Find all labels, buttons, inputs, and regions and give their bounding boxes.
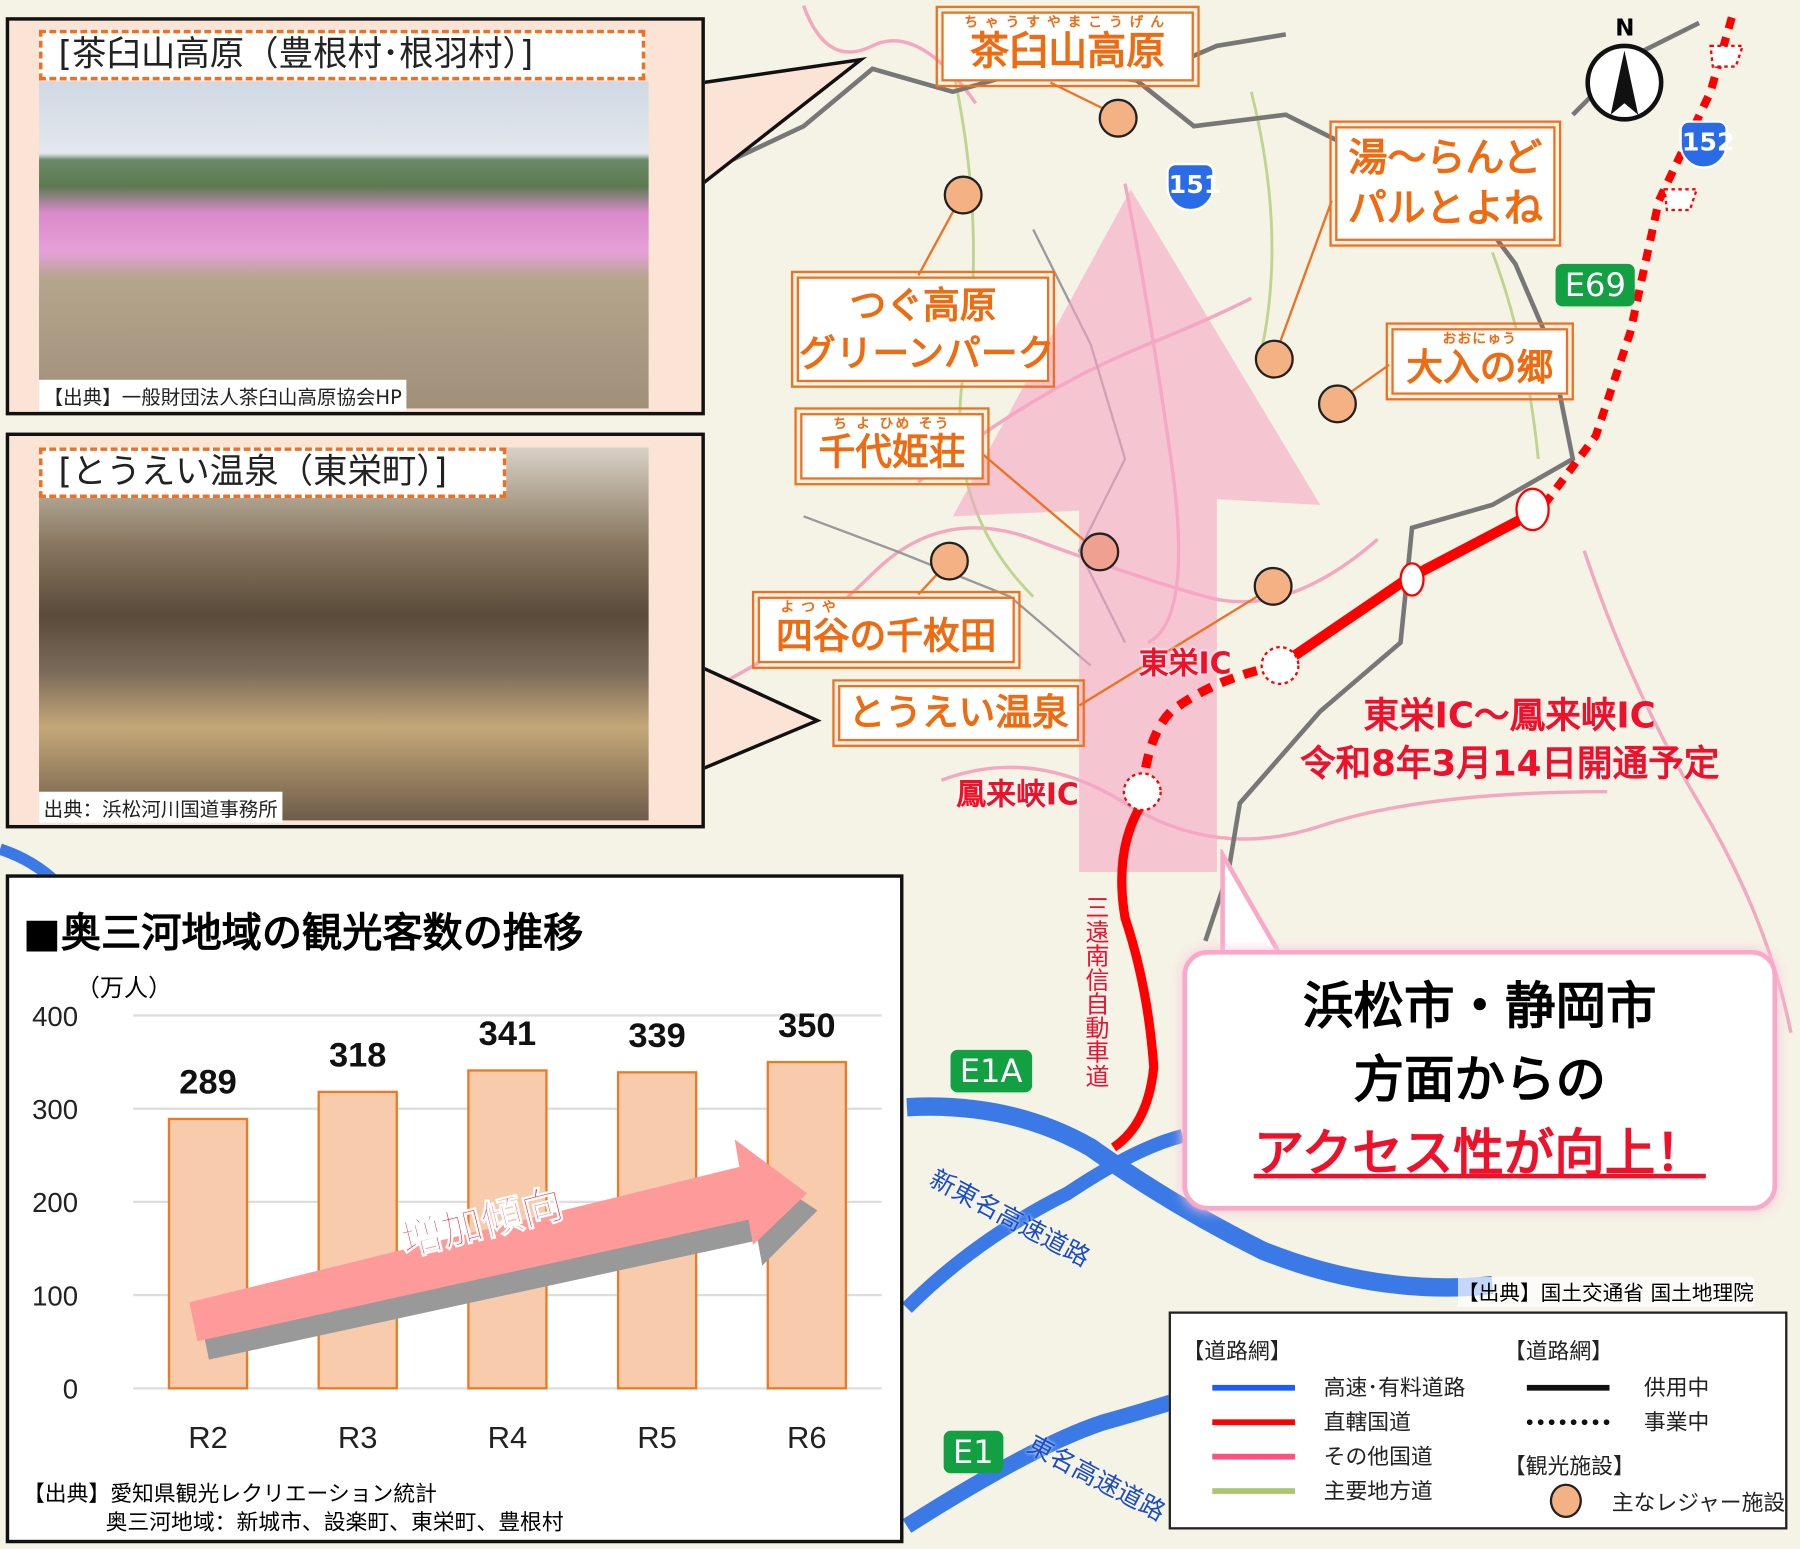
callout-highlight: アクセス性が向上！ bbox=[1253, 1124, 1706, 1183]
bar-value-label: 350 bbox=[778, 1007, 835, 1045]
opening-note: 東栄IC～鳳来峡IC 令和8年3月14日開通予定 bbox=[1257, 692, 1762, 788]
sanen-nanshin-label: 三遠南信自動車道 bbox=[1082, 894, 1111, 1088]
callout-pointer bbox=[1220, 849, 1284, 957]
x-tick-label: R3 bbox=[338, 1420, 378, 1455]
photo-chausuyama bbox=[39, 81, 649, 409]
bar-value-label: 289 bbox=[179, 1064, 236, 1102]
poi-yuland[interactable] bbox=[1254, 339, 1294, 379]
chart-title: ■奥三河地域の観光客数の推移 bbox=[22, 911, 584, 957]
legend-road-label: 高速･有料道路 bbox=[1323, 1375, 1466, 1401]
label-ohnyu: おおにゅう 大入の郷 bbox=[1385, 322, 1574, 401]
x-tick-label: R5 bbox=[637, 1420, 677, 1455]
y-tick-label: 200 bbox=[32, 1187, 78, 1218]
chart-source: 【出典】愛知県観光レクリエーション統計 奥三河地域：新城市、設楽町、東栄町、豊根… bbox=[23, 1480, 564, 1537]
label-line1: 湯～らんど bbox=[1348, 135, 1543, 182]
y-tick-label: 300 bbox=[32, 1094, 78, 1125]
photo1-title: [茶臼山高原（豊根村･根羽村）] bbox=[39, 29, 646, 81]
legend-line-1 bbox=[1212, 1419, 1295, 1426]
x-tick-label: R4 bbox=[488, 1420, 528, 1455]
label-line1: つぐ高原 bbox=[849, 283, 997, 328]
route-151-shield: 151 bbox=[1166, 162, 1221, 212]
legend-facility-title: 【観光施設】 bbox=[1503, 1453, 1635, 1479]
e1a-badge: E1A bbox=[950, 1049, 1032, 1093]
poi-chiyohime[interactable] bbox=[1080, 532, 1120, 572]
legend: 【道路網】 高速･有料道路 直轄国道その他国道主要地方道 【道路網】 供用中 事業… bbox=[1168, 1311, 1788, 1530]
bar-value-label: 341 bbox=[479, 1015, 536, 1053]
poi-touei[interactable] bbox=[1253, 566, 1293, 606]
label-text: とうえい温泉 bbox=[848, 690, 1069, 735]
label-yuland: 湯～らんど パルとよね bbox=[1329, 120, 1562, 247]
bar-value-label: 318 bbox=[329, 1037, 386, 1075]
label-text: 大入の郷 bbox=[1406, 345, 1554, 389]
label-text: 茶臼山高原 bbox=[970, 28, 1166, 75]
poi-tsugu[interactable] bbox=[943, 175, 983, 215]
legend-dotted-line bbox=[1526, 1419, 1610, 1426]
label-chiyohime: ち よ ひめ そう 千代姫荘 bbox=[794, 407, 990, 486]
callout-line1: 浜松市・静岡市 bbox=[1302, 977, 1657, 1037]
photo2-pointer bbox=[700, 665, 822, 772]
label-line2: グリーンパーク bbox=[799, 331, 1055, 376]
ruby: ち よ ひめ そう bbox=[833, 415, 951, 432]
trend-arrow bbox=[189, 1139, 808, 1342]
source-line1: 【出典】愛知県観光レクリエーション統計 bbox=[22, 1481, 437, 1507]
source-line2: 奥三河地域：新城市、設楽町、東栄町、豊根村 bbox=[105, 1509, 564, 1536]
legend-status-title: 【道路網】 bbox=[1503, 1339, 1613, 1365]
photo1-pointer bbox=[700, 57, 868, 188]
label-chausuyama: ちゃうすやまこうげん 茶臼山高原 bbox=[935, 5, 1200, 88]
label-yotsuya: よつや 四谷の千枚田 bbox=[751, 590, 1021, 669]
y-tick-label: 400 bbox=[32, 1001, 78, 1032]
x-tick-label: R2 bbox=[188, 1420, 228, 1455]
legend-status-open: 供用中 bbox=[1643, 1375, 1710, 1401]
legend-line-0 bbox=[1212, 1384, 1295, 1391]
legend-status-construction: 事業中 bbox=[1643, 1410, 1710, 1436]
access-callout: 浜松市・静岡市 方面からの アクセス性が向上！ bbox=[1182, 950, 1778, 1211]
ruby: おおにゅう bbox=[1442, 330, 1518, 347]
e69-badge: E69 bbox=[1555, 263, 1636, 307]
photo2-caption: 出典：浜松河川国道事務所 bbox=[39, 791, 283, 823]
legend-line-2 bbox=[1212, 1453, 1295, 1460]
legend-facility-label: 主なレジャー施設 bbox=[1611, 1490, 1786, 1516]
legend-road-title: 【道路網】 bbox=[1182, 1339, 1292, 1365]
visitor-chart: ■奥三河地域の観光客数の推移 （万人） 0 100 200 300 400 289 R2 31… bbox=[5, 874, 904, 1544]
x-tick-label: R6 bbox=[787, 1420, 827, 1455]
opening-section: 東栄IC～鳳来峡IC bbox=[1363, 695, 1656, 737]
opening-date: 令和8年3月14日開通予定 bbox=[1299, 743, 1720, 785]
legend-road-label: 主要地方道 bbox=[1323, 1478, 1433, 1505]
label-line2: パルとよね bbox=[1347, 185, 1543, 232]
touei-ic-label: 東栄IC bbox=[1138, 647, 1232, 682]
horaikyo-ic-label: 鳳来峡IC bbox=[956, 777, 1079, 813]
ruby: よつや bbox=[780, 598, 843, 616]
photo-panel-touei: [とうえい温泉（東栄町）] 出典：浜松河川国道事務所 bbox=[5, 432, 705, 829]
poi-ohnyu[interactable] bbox=[1317, 384, 1357, 424]
legend-road-label: その他国道 bbox=[1323, 1444, 1433, 1470]
y-tick-label: 100 bbox=[32, 1280, 78, 1311]
ruby: ちゃうすやまこうげん bbox=[964, 13, 1171, 30]
bar bbox=[317, 1090, 398, 1390]
callout-line2: 方面からの bbox=[1353, 1051, 1607, 1110]
y-unit: （万人） bbox=[75, 974, 173, 1002]
photo2-title: [とうえい温泉（東栄町）] bbox=[39, 447, 507, 498]
label-tsugu: つぐ高原 グリーンパーク bbox=[790, 270, 1056, 388]
poi-chausuyama[interactable] bbox=[1098, 98, 1138, 138]
chart-plot: 0100200300400289R2318R3341R4339R5350R6増加… bbox=[32, 1001, 882, 1455]
legend-road-label: 直轄国道 bbox=[1323, 1410, 1411, 1436]
label-touei: とうえい温泉 bbox=[832, 679, 1085, 747]
map-source: 【出典】国土交通省 国土地理院 bbox=[1457, 1277, 1754, 1307]
legend-line-3 bbox=[1212, 1488, 1295, 1494]
photo-panel-chausuyama: [茶臼山高原（豊根村･根羽村）] 【出典】一般財団法人茶臼山高原協会HP bbox=[5, 17, 705, 416]
legend-poi-icon bbox=[1549, 1483, 1582, 1519]
y-tick-label: 0 bbox=[63, 1374, 78, 1405]
bar-value-label: 339 bbox=[628, 1017, 685, 1055]
legend-solid-line bbox=[1526, 1384, 1610, 1391]
north-label: N bbox=[1615, 13, 1635, 42]
label-text: 千代姫荘 bbox=[818, 430, 966, 474]
photo1-caption: 【出典】一般財団法人茶臼山高原協会HP bbox=[39, 379, 407, 411]
e1-badge: E1 bbox=[943, 1430, 1003, 1474]
poi-yotsuya[interactable] bbox=[929, 541, 969, 581]
route-152-shield: 152 bbox=[1679, 120, 1735, 169]
photo-touei bbox=[39, 447, 649, 821]
label-text: 四谷の千枚田 bbox=[776, 613, 997, 658]
